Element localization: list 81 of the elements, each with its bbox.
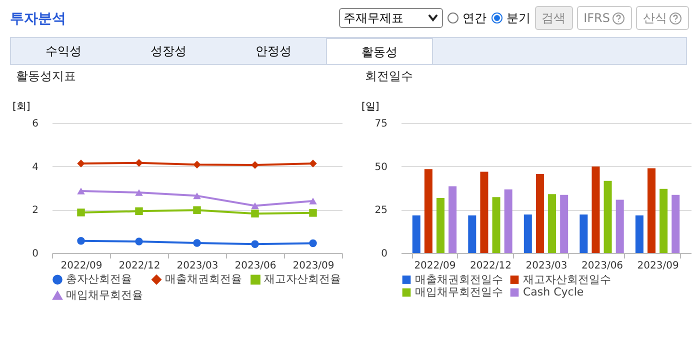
x-tick-label: 2023/09 bbox=[292, 260, 334, 272]
point bbox=[135, 238, 143, 246]
point bbox=[309, 209, 317, 217]
text: 활동성 bbox=[326, 38, 433, 64]
y-tick-label: 2 bbox=[32, 205, 38, 216]
legend-label: 매출채권회전율 bbox=[165, 272, 242, 286]
y-tick-label: 0 bbox=[381, 248, 388, 260]
point bbox=[77, 208, 85, 216]
point bbox=[77, 188, 85, 194]
text: 검색 bbox=[542, 10, 566, 26]
bar bbox=[635, 215, 644, 253]
x-tick-label: 2022/12 bbox=[118, 260, 160, 272]
text: 성장성 bbox=[150, 43, 188, 60]
x-tick-label: 2022/09 bbox=[414, 260, 456, 272]
bar bbox=[492, 197, 500, 253]
point bbox=[135, 189, 143, 196]
x-tick-label: 2023/06 bbox=[581, 260, 624, 272]
point bbox=[193, 239, 201, 247]
point bbox=[77, 160, 85, 168]
point bbox=[135, 158, 143, 167]
point bbox=[77, 237, 85, 245]
point bbox=[309, 239, 317, 248]
bar bbox=[604, 180, 612, 253]
point bbox=[309, 198, 317, 204]
chart-title: 회전일수 bbox=[365, 69, 413, 83]
text: 안정성 bbox=[254, 43, 292, 60]
legend-label: 재고자산회전율 bbox=[264, 272, 341, 286]
text: 산식 bbox=[643, 10, 667, 26]
chart-title: 활동성지표 bbox=[16, 69, 76, 83]
text: 투자분석 bbox=[10, 10, 66, 28]
bar bbox=[548, 194, 556, 253]
bar bbox=[592, 166, 600, 253]
point bbox=[309, 160, 317, 168]
text: 연간 bbox=[462, 10, 487, 26]
text: 수익성 bbox=[44, 43, 82, 60]
bar bbox=[672, 194, 680, 253]
legend-label: 매입채무회전일수 bbox=[415, 286, 503, 298]
x-tick-label: 2022/09 bbox=[60, 260, 102, 272]
point bbox=[193, 192, 201, 200]
x-tick-label: 2023/06 bbox=[234, 260, 276, 272]
point bbox=[135, 207, 143, 216]
bar bbox=[524, 214, 532, 253]
point bbox=[251, 202, 259, 210]
x-tick-label: 2023/09 bbox=[637, 260, 679, 272]
bar bbox=[560, 194, 568, 253]
bar bbox=[616, 200, 624, 253]
point bbox=[193, 206, 201, 214]
y-axis-title: [일] bbox=[362, 102, 380, 112]
bar bbox=[504, 189, 512, 253]
y-tick-label: 75 bbox=[374, 118, 388, 130]
legend-label: 총자산회전율 bbox=[66, 272, 132, 286]
text: IFRS bbox=[584, 11, 610, 25]
x-tick-label: 2022/12 bbox=[470, 260, 512, 272]
bar bbox=[468, 215, 476, 253]
y-axis-title: [회] bbox=[12, 102, 30, 112]
y-tick-label: 6 bbox=[32, 118, 38, 130]
bar bbox=[660, 188, 668, 253]
bar bbox=[448, 186, 457, 253]
bar bbox=[536, 174, 544, 253]
y-tick-label: 50 bbox=[374, 162, 388, 173]
point bbox=[251, 161, 259, 169]
bar bbox=[648, 168, 656, 253]
text: 분기 bbox=[506, 10, 531, 26]
bar bbox=[580, 214, 588, 253]
y-tick-label: 4 bbox=[32, 162, 38, 173]
legend-label: 매입채무회전율 bbox=[66, 288, 143, 302]
bar bbox=[412, 215, 420, 253]
legend-label: Cash Cycle bbox=[523, 286, 584, 298]
point bbox=[251, 240, 259, 248]
legend-label: 재고자산회전일수 bbox=[523, 272, 611, 286]
bar bbox=[424, 169, 432, 253]
point bbox=[193, 160, 201, 168]
x-tick-label: 2023/03 bbox=[176, 260, 218, 272]
y-tick-label: 25 bbox=[374, 205, 388, 216]
bar bbox=[436, 198, 444, 253]
legend-label: 매출채권회전일수 bbox=[415, 272, 503, 286]
x-tick-label: 2023/03 bbox=[526, 260, 568, 272]
point bbox=[251, 210, 259, 218]
text: 주재무제표 bbox=[344, 10, 404, 26]
y-tick-label: 0 bbox=[32, 248, 38, 260]
bar bbox=[480, 172, 488, 253]
